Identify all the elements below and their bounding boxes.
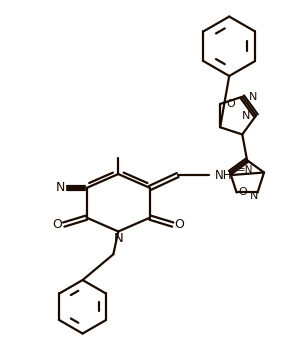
Text: N: N: [249, 92, 258, 102]
Text: O: O: [226, 99, 235, 109]
Text: O: O: [174, 218, 184, 231]
Text: N: N: [242, 111, 250, 121]
Text: O: O: [238, 187, 247, 197]
Text: N: N: [249, 191, 258, 201]
Text: =N: =N: [237, 164, 253, 174]
Text: N: N: [56, 181, 65, 195]
Text: O: O: [52, 218, 62, 231]
Text: N: N: [113, 232, 123, 245]
Text: NH: NH: [215, 168, 233, 182]
